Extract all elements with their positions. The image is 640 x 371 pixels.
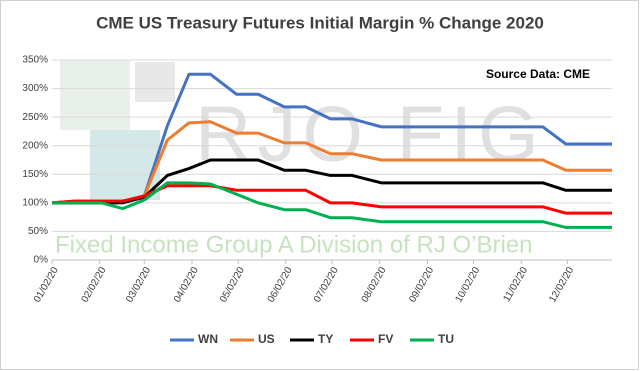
y-tick-label: 0%	[34, 255, 49, 266]
legend-label: TY	[318, 332, 333, 346]
legend-label: TU	[438, 332, 454, 346]
watermark-shape	[135, 62, 175, 102]
y-tick-label: 150%	[22, 169, 48, 180]
y-tick-label: 300%	[22, 83, 48, 94]
legend-label: US	[258, 332, 275, 346]
annotation: Source Data: CME	[486, 67, 590, 81]
y-tick-label: 200%	[22, 140, 48, 151]
y-tick-label: 250%	[22, 112, 48, 123]
series-line	[52, 181, 612, 229]
watermark-shape	[90, 130, 160, 200]
y-tick-label: 350%	[22, 55, 48, 66]
series-line	[51, 184, 612, 215]
chart-title: CME US Treasury Futures Initial Margin %…	[96, 13, 544, 32]
legend-label: FV	[378, 332, 393, 346]
y-tick-label: 50%	[28, 226, 48, 237]
series-line	[52, 158, 612, 205]
legend-label: WN	[198, 332, 218, 346]
watermark-shape	[60, 60, 130, 130]
watermark-tagline: Fixed Income Group A Division of RJ O’Br…	[55, 231, 533, 258]
y-tick-label: 100%	[22, 197, 48, 208]
